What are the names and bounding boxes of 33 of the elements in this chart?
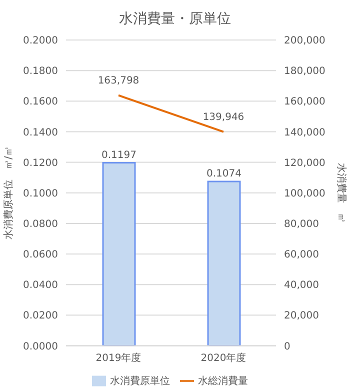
y-tick-label: 0.0800: [23, 218, 58, 230]
data-label: 139,946: [202, 112, 244, 123]
y-tick-label: 0.0000: [23, 341, 58, 352]
y2-tick-label: 160,000: [284, 96, 326, 108]
chart-title: 水消費量・原単位: [118, 10, 232, 29]
data-label: 163,798: [98, 75, 140, 86]
y-tick-label: 0.1200: [23, 158, 58, 169]
y-tick-label: 0.1400: [23, 127, 58, 138]
y2-tick-label: 180,000: [284, 66, 326, 78]
legend-label: 水消費原単位: [110, 376, 170, 387]
y2-tick-label: 0: [284, 341, 290, 352]
y2-axis-title: 水消費量 ㎥: [335, 162, 348, 223]
y2-tick-label: 80,000: [284, 218, 319, 230]
y2-tick-label: 140,000: [284, 127, 326, 138]
legend-label: 水総消費量: [198, 376, 248, 387]
y2-tick-label: 20,000: [284, 310, 319, 322]
y-tick-label: 0.1000: [23, 188, 58, 200]
y-tick-label: 0.2000: [23, 36, 58, 47]
x-tick-label: 2019年度: [96, 352, 142, 364]
data-label: 0.1197: [102, 150, 136, 161]
y2-tick-label: 40,000: [284, 280, 319, 292]
y-tick-label: 0.1600: [23, 96, 58, 108]
y-tick-label: 0.1800: [23, 66, 58, 78]
y2-tick-label: 100,000: [284, 188, 326, 200]
x-tick-label: 2020年度: [200, 352, 246, 364]
y-tick-label: 0.0200: [23, 310, 58, 322]
y2-tick-label: 60,000: [284, 250, 319, 261]
y-axis-title: 水消費原単位 ㎥/㎡: [2, 146, 15, 240]
y-tick-label: 0.0400: [23, 280, 58, 292]
data-label: 0.1074: [206, 168, 242, 180]
y2-tick-label: 120,000: [284, 158, 326, 169]
y2-tick-label: 200,000: [284, 36, 326, 47]
y-tick-label: 0.0600: [23, 250, 58, 261]
